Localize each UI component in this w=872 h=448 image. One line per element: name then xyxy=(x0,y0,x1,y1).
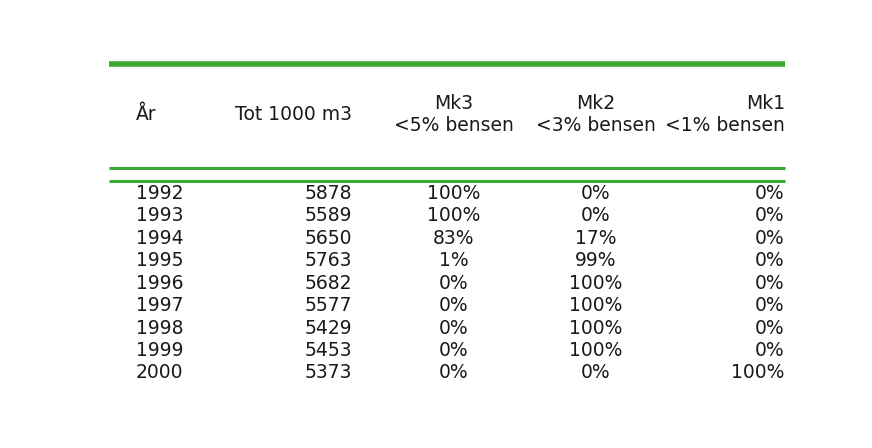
Text: 100%: 100% xyxy=(569,296,623,315)
Text: 0%: 0% xyxy=(755,296,785,315)
Text: 1997: 1997 xyxy=(136,296,183,315)
Text: 1999: 1999 xyxy=(136,341,183,360)
Text: År: År xyxy=(136,105,157,124)
Text: 1%: 1% xyxy=(439,251,468,270)
Text: 5763: 5763 xyxy=(305,251,352,270)
Text: 0%: 0% xyxy=(755,184,785,203)
Text: 83%: 83% xyxy=(433,229,474,248)
Text: 0%: 0% xyxy=(439,319,468,337)
Text: 1998: 1998 xyxy=(136,319,183,337)
Text: 0%: 0% xyxy=(755,341,785,360)
Text: 100%: 100% xyxy=(569,319,623,337)
Text: 100%: 100% xyxy=(427,184,480,203)
Text: Mk2
<3% bensen: Mk2 <3% bensen xyxy=(535,94,656,135)
Text: 17%: 17% xyxy=(575,229,617,248)
Text: 100%: 100% xyxy=(569,274,623,293)
Text: 0%: 0% xyxy=(439,341,468,360)
Text: 1993: 1993 xyxy=(136,207,183,225)
Text: 1995: 1995 xyxy=(136,251,183,270)
Text: 0%: 0% xyxy=(755,207,785,225)
Text: 5373: 5373 xyxy=(305,363,352,382)
Text: 5650: 5650 xyxy=(305,229,352,248)
Text: 5878: 5878 xyxy=(305,184,352,203)
Text: 0%: 0% xyxy=(581,363,610,382)
Text: 0%: 0% xyxy=(439,274,468,293)
Text: Mk1
<1% bensen: Mk1 <1% bensen xyxy=(665,94,785,135)
Text: 100%: 100% xyxy=(569,341,623,360)
Text: 5682: 5682 xyxy=(305,274,352,293)
Text: 5453: 5453 xyxy=(304,341,352,360)
Text: 0%: 0% xyxy=(755,319,785,337)
Text: 1994: 1994 xyxy=(136,229,184,248)
Text: 2000: 2000 xyxy=(136,363,183,382)
Text: 5589: 5589 xyxy=(305,207,352,225)
Text: 5429: 5429 xyxy=(304,319,352,337)
Text: Mk3
<5% bensen: Mk3 <5% bensen xyxy=(394,94,514,135)
Text: 0%: 0% xyxy=(581,184,610,203)
Text: 0%: 0% xyxy=(439,363,468,382)
Text: 5577: 5577 xyxy=(305,296,352,315)
Text: 99%: 99% xyxy=(575,251,617,270)
Text: 100%: 100% xyxy=(732,363,785,382)
Text: Tot 1000 m3: Tot 1000 m3 xyxy=(235,105,352,124)
Text: 0%: 0% xyxy=(581,207,610,225)
Text: 0%: 0% xyxy=(439,296,468,315)
Text: 1996: 1996 xyxy=(136,274,183,293)
Text: 1992: 1992 xyxy=(136,184,183,203)
Text: 0%: 0% xyxy=(755,229,785,248)
Text: 100%: 100% xyxy=(427,207,480,225)
Text: 0%: 0% xyxy=(755,251,785,270)
Text: 0%: 0% xyxy=(755,274,785,293)
